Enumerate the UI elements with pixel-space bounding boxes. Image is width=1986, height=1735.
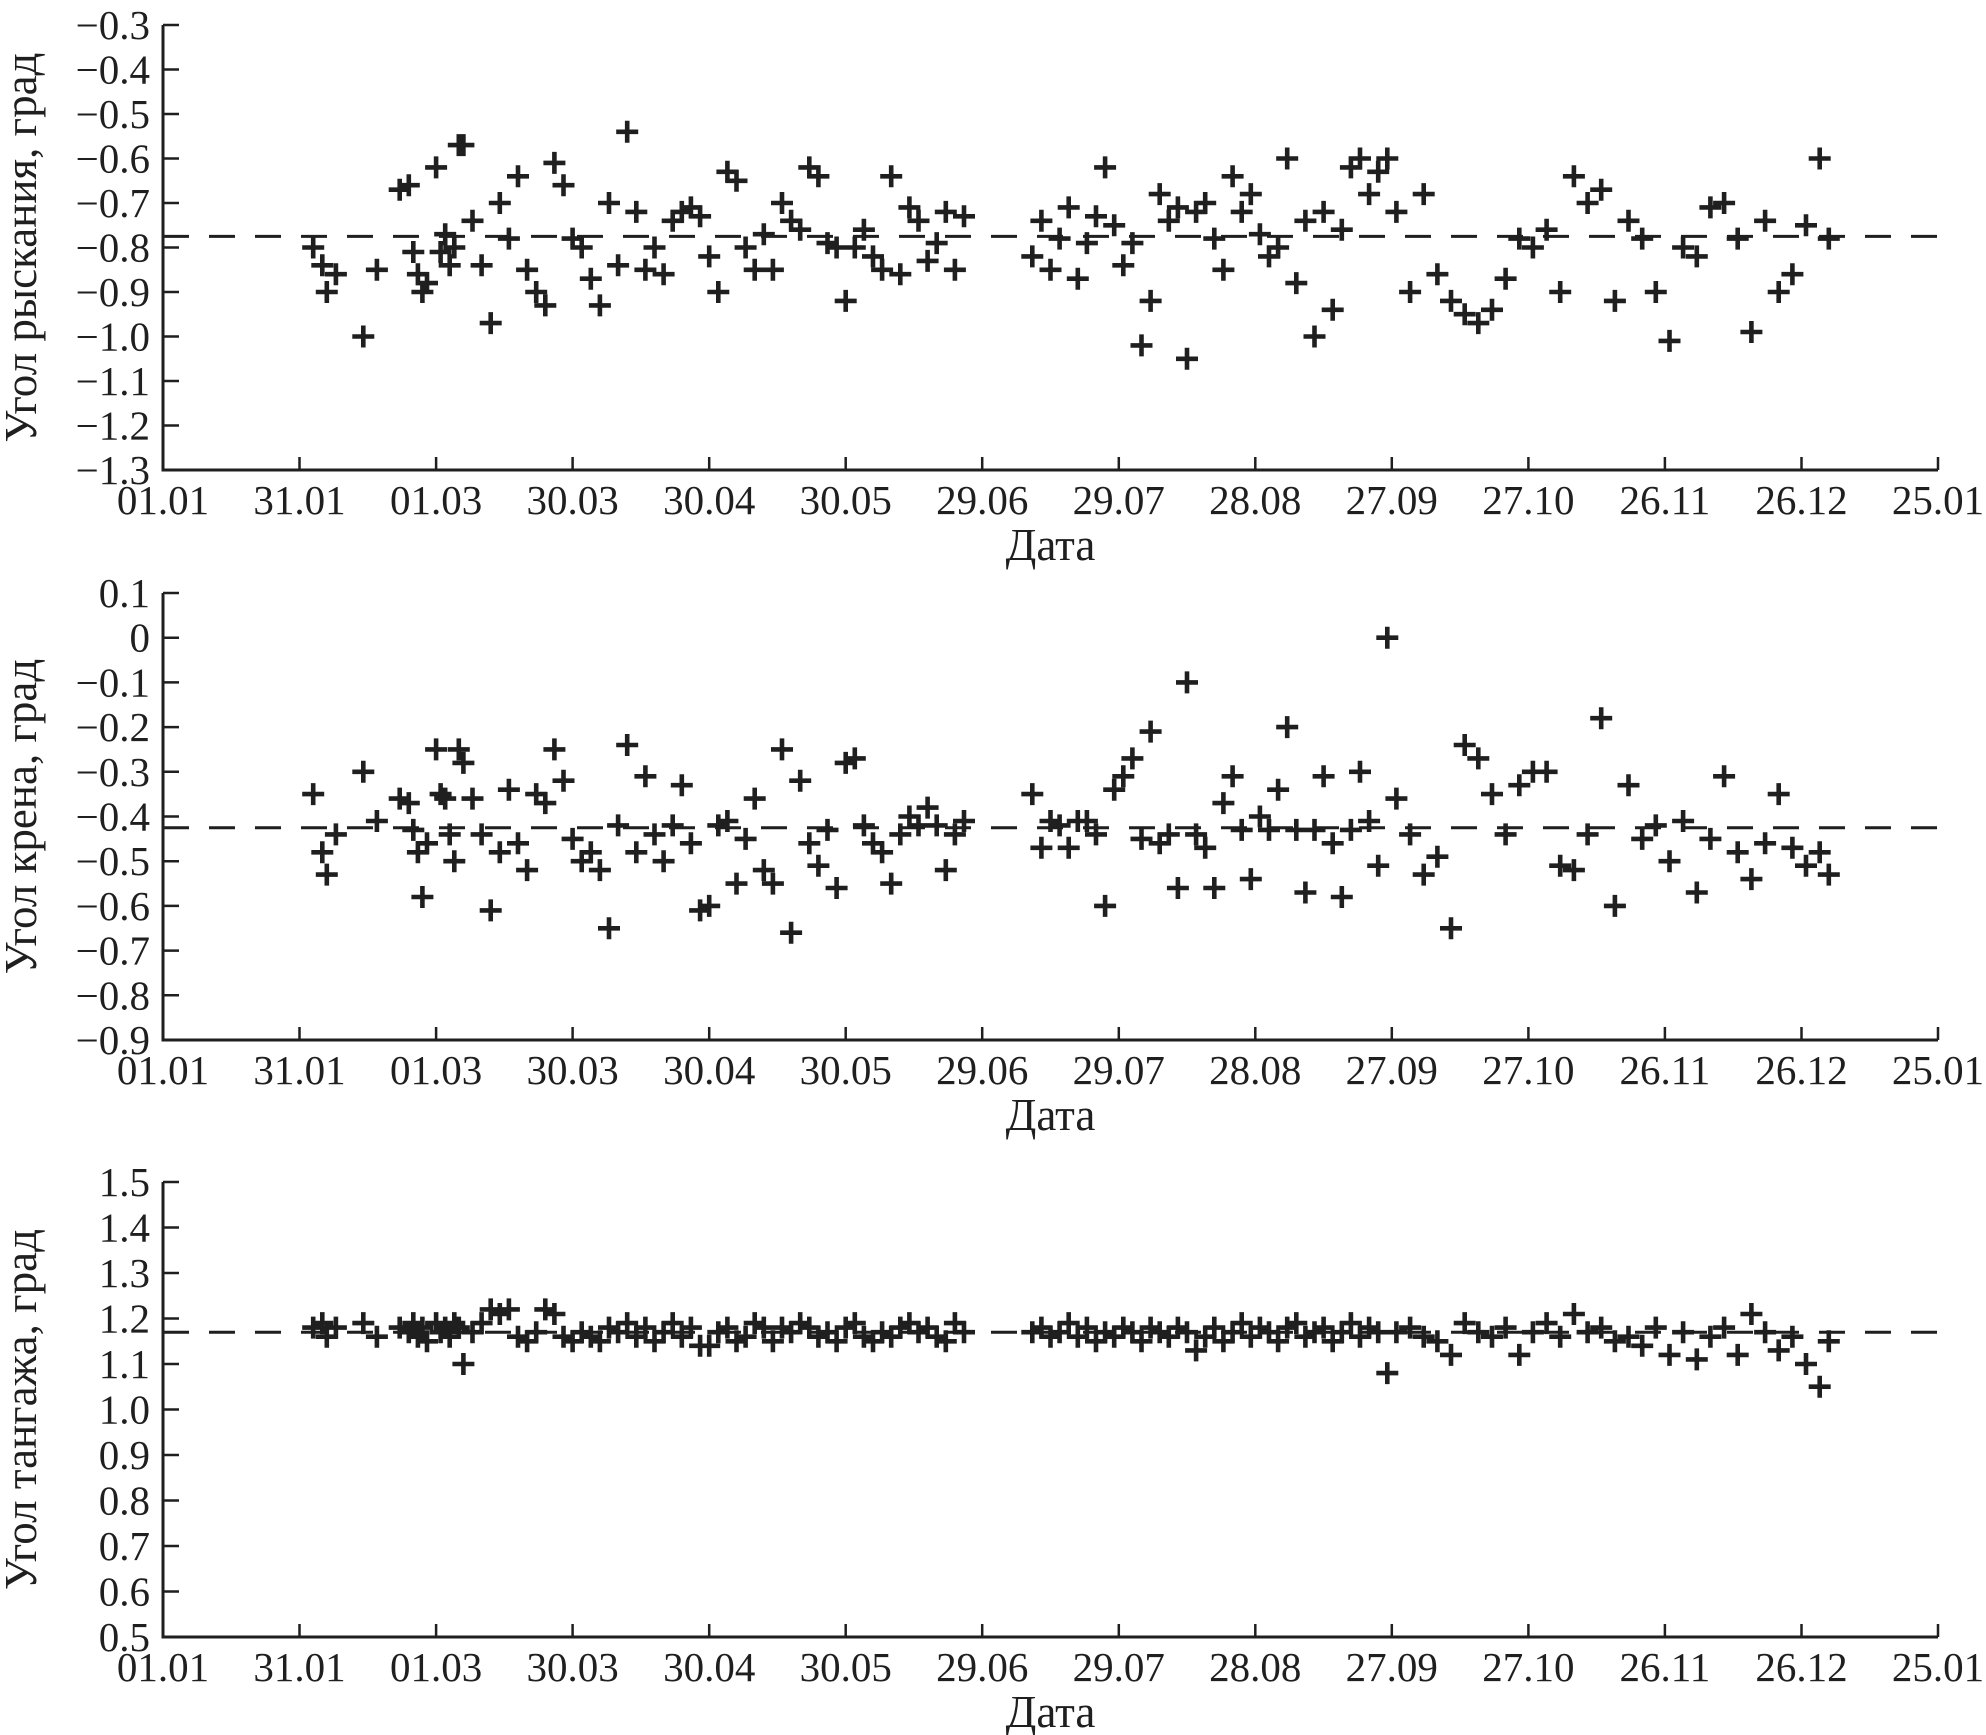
x-tick-label: 01.03 — [390, 1644, 482, 1690]
x-tick-label: 30.04 — [663, 477, 755, 523]
x-tick-label: 27.09 — [1346, 477, 1438, 523]
roll-angle-chart: 0.10−0.1−0.2−0.3−0.4−0.5−0.6−0.7−0.8−0.9… — [0, 578, 1984, 1140]
axes-spines — [161, 25, 1938, 472]
y-tick-label: 0.1 — [99, 578, 150, 616]
y-tick-label: −0.6 — [76, 136, 150, 182]
x-tick-label: 31.01 — [253, 1644, 345, 1690]
x-tick-label: 28.08 — [1209, 1644, 1301, 1690]
data-points — [302, 1298, 1840, 1398]
y-tick-label: −0.3 — [76, 749, 150, 795]
y-tick-label: 1.4 — [99, 1205, 150, 1251]
x-tick-label: 31.01 — [253, 1047, 345, 1093]
x-tick-label: 25.01 — [1892, 477, 1984, 523]
x-tick-label: 26.12 — [1755, 1644, 1847, 1690]
y-axis-title: Угол тангажа, град — [0, 1229, 46, 1590]
x-tick-label: 30.05 — [800, 1644, 892, 1690]
pitch-angle-chart: 1.51.41.31.21.11.00.90.80.70.60.501.01 31… — [0, 1159, 1984, 1735]
x-tick-label: 01.01 — [117, 1644, 209, 1690]
x-tick-label: 29.07 — [1073, 1644, 1165, 1690]
y-tick-label: 0.6 — [99, 1569, 150, 1615]
y-tick-label: 0.7 — [99, 1523, 150, 1569]
data-points — [302, 626, 1840, 944]
x-tick-label: 26.12 — [1755, 477, 1847, 523]
y-tick-label: −1.2 — [76, 403, 150, 449]
x-axis-title: Дата — [1006, 1687, 1096, 1735]
x-tick-label: 26.12 — [1755, 1047, 1847, 1093]
x-tick-label: 30.04 — [663, 1644, 755, 1690]
y-tick-label: 1.3 — [99, 1250, 150, 1296]
x-tick-label: 01.01 — [117, 1047, 209, 1093]
y-tick-label: −0.9 — [76, 1017, 150, 1063]
x-axis-ticks — [161, 1624, 1940, 1637]
data-points — [302, 120, 1840, 370]
x-tick-label: 26.11 — [1620, 477, 1711, 523]
y-tick-label: −0.5 — [76, 91, 150, 137]
x-tick-label: 27.10 — [1482, 477, 1574, 523]
x-tick-label: 29.07 — [1073, 477, 1165, 523]
x-tick-label: 27.09 — [1346, 1644, 1438, 1690]
x-axis-title: Дата — [1006, 520, 1096, 570]
x-tick-label: 01.03 — [390, 477, 482, 523]
x-tick-label: 27.10 — [1482, 1644, 1574, 1690]
x-tick-label: 26.11 — [1620, 1047, 1711, 1093]
y-tick-label: −0.7 — [76, 928, 150, 974]
y-tick-label: 0.9 — [99, 1432, 150, 1478]
y-tick-label: −0.6 — [76, 883, 150, 929]
y-tick-label: 0 — [130, 615, 151, 661]
y-tick-label: −0.2 — [76, 704, 150, 750]
x-tick-label: 30.05 — [800, 477, 892, 523]
x-tick-label: 29.06 — [936, 477, 1028, 523]
x-tick-label: 01.03 — [390, 1047, 482, 1093]
x-axis-ticks — [161, 1027, 1940, 1040]
x-tick-label: 30.04 — [663, 1047, 755, 1093]
x-axis-ticks — [161, 457, 1940, 470]
x-tick-label: 25.01 — [1892, 1047, 1984, 1093]
x-tick-label: 27.09 — [1346, 1047, 1438, 1093]
y-tick-label: 1.5 — [99, 1159, 150, 1205]
y-axis-title: Угол крена, град — [0, 659, 46, 975]
y-tick-label: −0.9 — [76, 269, 150, 315]
y-tick-label: −1.1 — [76, 358, 150, 404]
x-tick-label: 28.08 — [1209, 477, 1301, 523]
y-tick-label: −1.3 — [76, 447, 150, 493]
yaw-angle-chart: −0.3−0.4−0.5−0.6−0.7−0.8−0.9−1.0−1.1−1.2… — [0, 2, 1984, 570]
y-tick-label: −0.8 — [76, 972, 150, 1018]
y-tick-label: −0.5 — [76, 838, 150, 884]
x-tick-label: 01.01 — [117, 477, 209, 523]
x-tick-label: 30.03 — [526, 1644, 618, 1690]
x-tick-label: 29.06 — [936, 1047, 1028, 1093]
y-tick-label: 1.2 — [99, 1296, 150, 1342]
x-tick-label: 30.03 — [526, 1047, 618, 1093]
y-tick-label: −0.8 — [76, 225, 150, 271]
x-tick-label: 29.07 — [1073, 1047, 1165, 1093]
x-tick-label: 30.05 — [800, 1047, 892, 1093]
y-tick-label: −0.1 — [76, 659, 150, 705]
y-tick-label: −0.4 — [76, 47, 150, 93]
y-tick-label: 0.5 — [99, 1614, 150, 1660]
y-axis-ticks — [163, 591, 179, 1042]
y-tick-label: 0.8 — [99, 1478, 150, 1524]
y-tick-label: −0.7 — [76, 180, 150, 226]
x-tick-label: 27.10 — [1482, 1047, 1574, 1093]
x-tick-label: 31.01 — [253, 477, 345, 523]
y-tick-label: −0.4 — [76, 794, 150, 840]
y-axis-ticks — [163, 1180, 179, 1639]
x-tick-label: 30.03 — [526, 477, 618, 523]
x-tick-label: 29.06 — [936, 1644, 1028, 1690]
x-tick-label: 26.11 — [1620, 1644, 1711, 1690]
y-tick-label: −1.0 — [76, 314, 150, 360]
x-tick-label: 25.01 — [1892, 1644, 1984, 1690]
y-tick-label: 1.0 — [99, 1387, 150, 1433]
axes-spines — [161, 1182, 1938, 1639]
y-tick-label: −0.3 — [76, 2, 150, 48]
y-tick-label: 1.1 — [99, 1341, 150, 1387]
y-axis-ticks — [163, 23, 179, 472]
x-axis-title: Дата — [1006, 1090, 1096, 1140]
x-tick-label: 28.08 — [1209, 1047, 1301, 1093]
y-axis-title: Угол рыскания, град — [0, 53, 46, 443]
